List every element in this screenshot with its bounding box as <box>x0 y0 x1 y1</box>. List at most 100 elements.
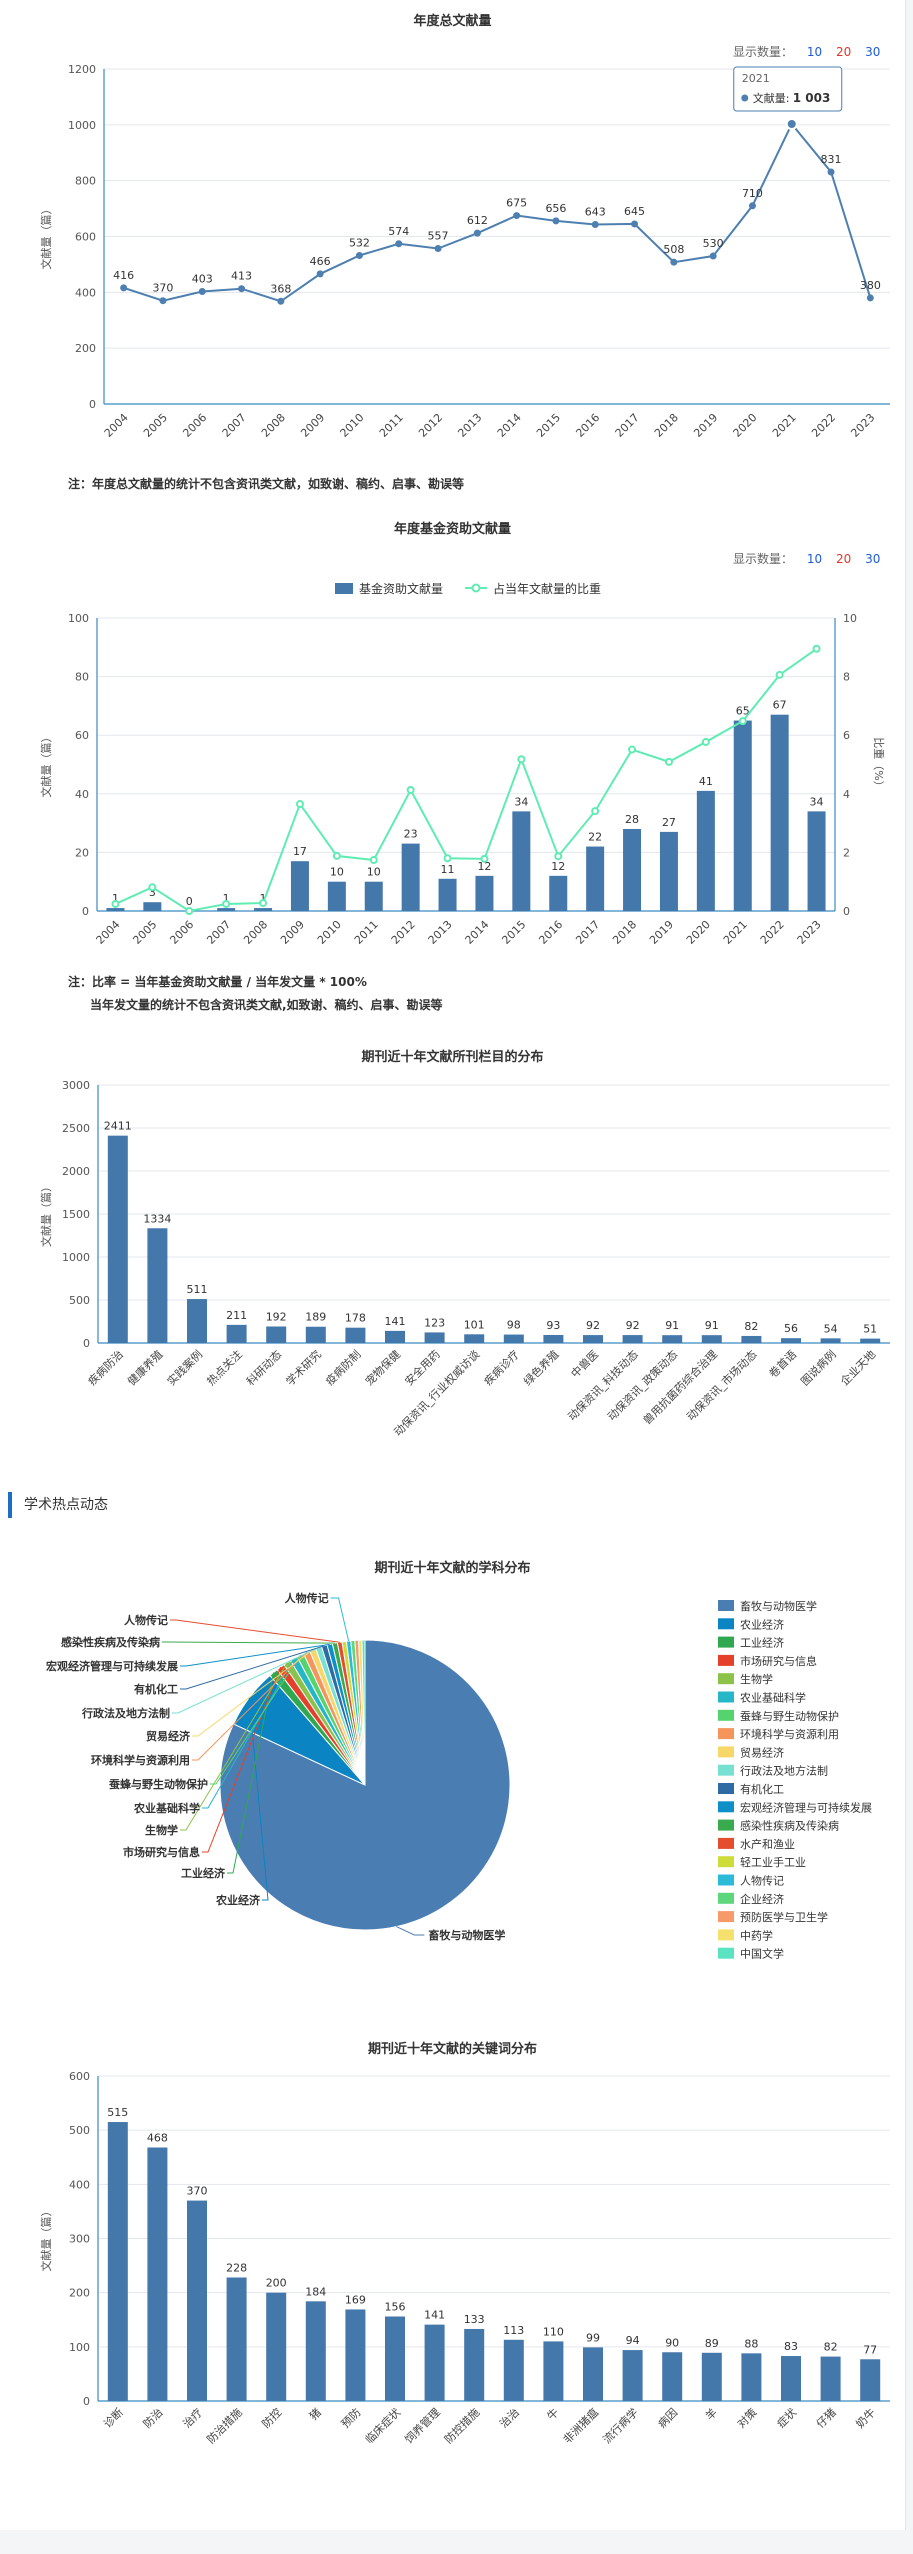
x-tick-label: 动保资讯_科技动态 <box>565 1347 641 1423</box>
bar <box>701 1335 722 1343</box>
ratio-point <box>628 745 637 754</box>
bar-data-label: 511 <box>187 1283 208 1296</box>
x-tick-label: 2010 <box>338 411 367 440</box>
legend-swatch <box>718 1673 734 1685</box>
ratio-point <box>517 755 526 764</box>
bar <box>464 2328 485 2401</box>
legend-swatch <box>718 1746 734 1758</box>
y-tick-label: 80 <box>75 671 89 684</box>
bar-data-label: 34 <box>514 795 528 808</box>
y-tick-label: 2000 <box>62 1165 90 1178</box>
count-option-20[interactable]: 20 <box>835 45 852 59</box>
ratio-point <box>332 851 341 860</box>
chart1-note: 注：年度总文献量的统计不包含资讯类文献，如致谢、稿约、启事、勘误等 <box>68 477 465 491</box>
bar <box>438 878 457 911</box>
y-tick-label: 0 <box>83 2395 90 2408</box>
count-label: 显示数量： <box>733 552 794 566</box>
x-tick-label: 防治 <box>140 2405 165 2430</box>
callout-label: 农业基础科学 <box>133 1801 200 1815</box>
y-tick-label: 400 <box>69 2178 90 2191</box>
legend-swatch <box>718 1618 734 1630</box>
bar-data-label: 82 <box>824 2341 838 2354</box>
x-tick-label: 非洲猪瘟 <box>560 2405 601 2446</box>
bar-data-label: 113 <box>503 2324 524 2337</box>
legend-label: 有机化工 <box>740 1782 784 1796</box>
x-tick-label: 中兽医 <box>568 1347 601 1380</box>
legend-swatch <box>718 1801 734 1813</box>
y2-tick-label: 8 <box>843 671 850 684</box>
callout-label: 贸易经济 <box>146 1729 191 1743</box>
bar-data-label: 88 <box>744 2337 758 2350</box>
bar-data-label: 141 <box>385 1315 406 1328</box>
x-tick-label: 仔猪 <box>814 2406 839 2431</box>
chart2-note2: 当年发文量的统计不包含资讯类文献,如致谢、稿约、启事、勘误等 <box>90 998 443 1012</box>
bar <box>860 1338 881 1343</box>
x-tick-label: 2016 <box>573 411 602 440</box>
count-option-20[interactable]: 20 <box>835 552 852 566</box>
x-tick-label: 2016 <box>536 918 565 947</box>
bar <box>583 1335 603 1343</box>
bar <box>364 881 383 911</box>
bar-data-label: 1334 <box>143 1212 171 1225</box>
callout-label: 行政法及地方法制 <box>81 1706 170 1720</box>
bar <box>733 720 752 911</box>
x-tick-label: 科研动态 <box>243 1347 284 1388</box>
x-tick-label: 2023 <box>795 918 824 947</box>
count-option-30[interactable]: 30 <box>865 45 881 59</box>
chart2-note1: 注：比率 = 当年基金资助文献量 / 当年发文量 * 100% <box>68 975 367 989</box>
data-label: 645 <box>624 205 645 218</box>
x-tick-label: 症状 <box>774 2405 799 2430</box>
x-tick-label: 猪 <box>307 2406 324 2423</box>
y-axis-title: 文献量（篇） <box>39 732 53 798</box>
ratio-point <box>738 717 747 726</box>
bar <box>622 1335 643 1343</box>
count-option-30[interactable]: 30 <box>865 552 881 566</box>
y-tick-label: 1000 <box>68 119 96 132</box>
count-option-10[interactable]: 10 <box>806 552 823 566</box>
callout-line <box>396 1926 425 1936</box>
bar-data-label: 1 <box>223 892 230 905</box>
highlight-point <box>785 117 798 130</box>
bar <box>512 811 531 911</box>
callout-line <box>170 1619 340 1643</box>
data-label: 675 <box>506 197 527 210</box>
ratio-point <box>148 883 157 892</box>
bar <box>266 2292 287 2401</box>
data-point <box>670 258 678 266</box>
bar <box>424 1332 445 1343</box>
ratio-point <box>701 737 710 746</box>
legend-swatch <box>718 1837 734 1849</box>
x-tick-label: 动保资讯_政策动态 <box>604 1347 680 1423</box>
legend-label: 人物传记 <box>740 1874 784 1888</box>
bar <box>107 1135 128 1343</box>
data-label: 530 <box>703 237 724 250</box>
bar <box>543 2341 564 2401</box>
x-tick-label: 2009 <box>278 918 307 947</box>
data-label: 574 <box>388 225 409 238</box>
bar-data-label: 34 <box>810 795 824 808</box>
x-tick-label: 学术研究 <box>283 1347 324 1388</box>
y-tick-label: 20 <box>75 846 89 859</box>
chart2-title: 年度基金资助文献量 <box>393 522 511 537</box>
x-tick-label: 2019 <box>691 411 720 440</box>
count-option-10[interactable]: 10 <box>806 45 823 59</box>
bar <box>701 2352 722 2401</box>
bar-data-label: 93 <box>546 1319 560 1332</box>
bar <box>424 2324 445 2401</box>
bar-data-label: 178 <box>345 1312 366 1325</box>
bar-data-label: 12 <box>477 860 491 873</box>
bar <box>820 2356 841 2401</box>
callout-line <box>330 1597 350 1642</box>
ratio-point <box>185 907 194 915</box>
bar <box>345 1327 366 1343</box>
legend-swatch <box>718 1874 734 1886</box>
page-right-border <box>905 0 906 2530</box>
y-tick-label: 100 <box>68 612 89 625</box>
x-tick-label: 防治措施 <box>204 2405 245 2446</box>
y2-tick-label: 6 <box>843 729 850 742</box>
data-label: 831 <box>821 153 842 166</box>
x-tick-label: 兽用抗菌药综合治理 <box>640 1347 720 1427</box>
bar <box>543 1335 564 1343</box>
bar-data-label: 10 <box>330 866 344 879</box>
callout-label: 蚕蜂与野生动物保护 <box>108 1777 208 1791</box>
